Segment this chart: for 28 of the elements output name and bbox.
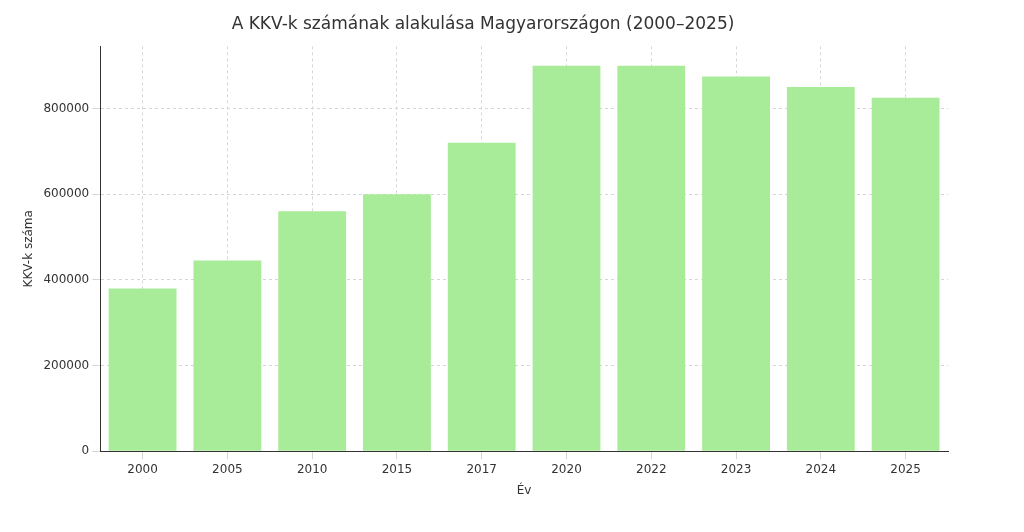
bar — [786, 87, 855, 451]
chart-title: A KKV-k számának alakulása Magyarországon (2000–2025) — [231, 12, 735, 33]
bar — [617, 65, 686, 451]
x-tick-label: 2024 — [805, 461, 837, 476]
x-tick-label: 2020 — [551, 461, 582, 476]
bar — [108, 288, 177, 451]
x-tick-label: 2015 — [381, 461, 413, 476]
bar — [532, 65, 601, 451]
bar — [702, 76, 770, 451]
y-tick-label: 0 — [81, 443, 90, 458]
bar — [363, 194, 431, 451]
x-axis-title: Év — [516, 481, 532, 497]
x-tick-label: 2023 — [720, 461, 752, 476]
x-tick-label: 2025 — [890, 461, 921, 476]
bar — [193, 260, 262, 451]
bar — [278, 211, 347, 451]
y-tick-label: 400000 — [43, 271, 90, 286]
bar — [871, 97, 940, 451]
x-tick-label: 2022 — [636, 461, 667, 476]
x-tick-label: 2010 — [296, 461, 328, 476]
x-tick-label: 2017 — [466, 461, 497, 476]
y-axis-title: KKV-k száma — [21, 210, 36, 288]
y-tick-label: 600000 — [43, 186, 90, 201]
y-tick-label: 800000 — [43, 100, 90, 115]
bar — [447, 142, 516, 451]
x-tick-label: 2005 — [212, 461, 243, 476]
y-tick-label: 200000 — [43, 357, 90, 372]
x-tick-label: 2000 — [127, 461, 158, 476]
